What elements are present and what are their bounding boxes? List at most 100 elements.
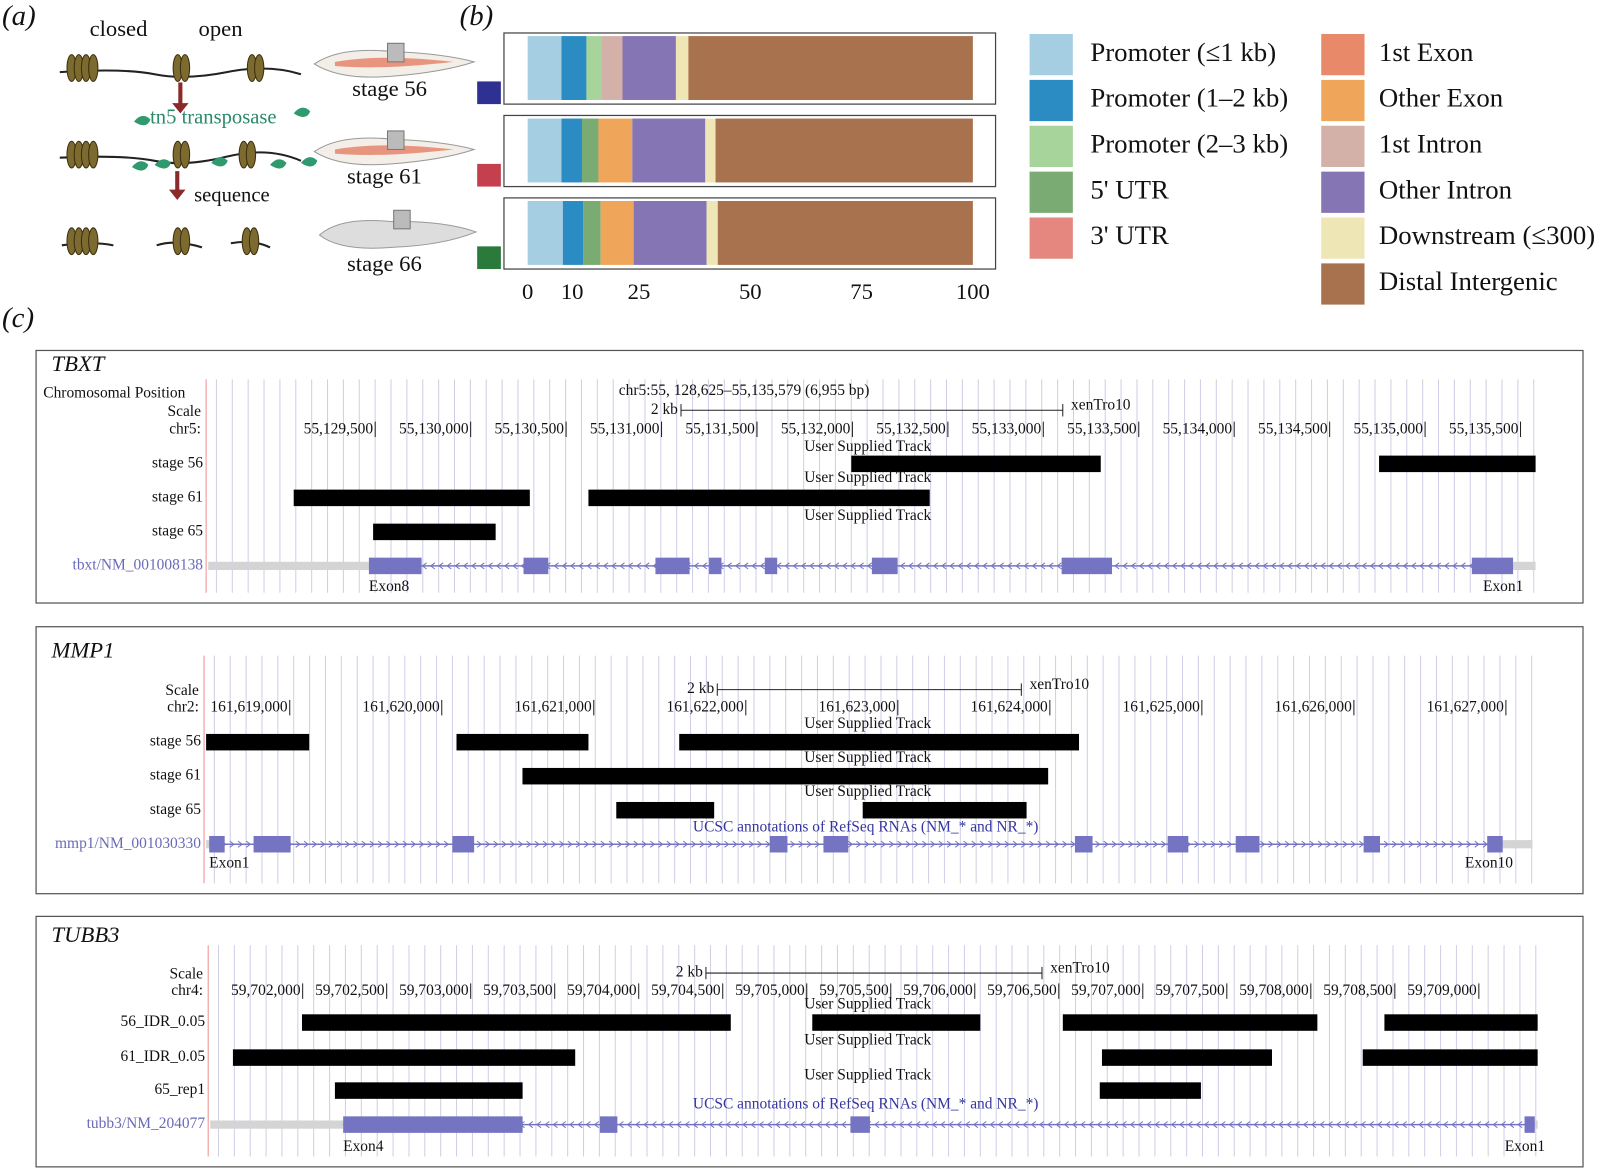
track-name: 65_rep1 [154,1081,205,1098]
bar-segment [633,201,707,265]
strand-chevron [1360,1121,1366,1129]
strand-chevron [998,562,1005,570]
strand-chevron [569,1121,575,1129]
strand-chevron [989,1121,995,1129]
strand-chevron [1179,1121,1185,1129]
strand-chevron [1352,1121,1358,1129]
strand-chevron [1039,562,1046,570]
tn5 [133,115,151,126]
track-name: stage 56 [150,733,201,750]
strand-chevron [707,840,713,848]
strand-chevron [636,562,642,570]
strand-chevron [832,1121,839,1129]
strand-chevron [1221,562,1227,570]
strand-chevron [1466,840,1472,848]
gene-track-title: UCSC annotations of RefSeq RNAs (NM_* an… [693,1096,1039,1113]
strand-chevron [1383,840,1390,848]
exon [769,835,788,853]
strand-chevron [1320,562,1326,570]
strand-chevron [1500,1121,1506,1129]
strand-chevron [245,840,252,848]
bar-segment [600,201,634,265]
strand-chevron [427,840,433,848]
tissue-box [386,130,405,150]
strand-chevron [1007,562,1013,570]
tn5 [154,159,172,169]
strand-chevron [949,562,955,570]
stage-label: stage 66 [347,251,422,276]
strand-chevron [1419,562,1425,570]
strand-chevron [725,1121,731,1129]
strand-chevron [847,840,854,848]
strand-chevron [1378,562,1384,570]
panel-frame [35,349,1584,604]
strand-chevron [386,840,392,848]
strand-chevron [1309,840,1315,848]
strand-chevron [759,562,765,570]
exon [1524,1116,1535,1133]
peak [1379,455,1536,473]
strand-chevron [1056,562,1062,570]
strand-chevron [748,840,755,848]
strand-chevron [1119,840,1126,848]
track-name: stage 65 [150,801,201,818]
bar-segment [705,118,716,183]
strand-chevron [1459,1121,1465,1129]
coord-tick-label: 161,624,000 [971,699,1049,716]
strand-chevron [485,840,491,848]
strand-chevron [1295,562,1301,570]
strand-chevron [732,840,738,848]
strand-chevron [963,840,969,848]
strand-chevron [824,1121,830,1129]
strand-chevron [1353,562,1359,570]
strand-chevron [1416,840,1423,848]
strand-chevron [625,840,631,848]
flank [1502,840,1533,849]
strand-chevron [825,562,831,570]
strand-chevron [1161,840,1167,848]
strand-chevron [1104,1121,1111,1129]
exon [709,557,722,575]
strand-chevron [443,840,450,848]
bar-segment [706,201,718,265]
strand-chevron [1070,840,1076,848]
strand-chevron [1467,1121,1473,1129]
strand-chevron [1114,562,1120,570]
strand-chevron [766,1121,773,1129]
strand-chevron [237,840,243,848]
strand-chevron [1194,840,1200,848]
strand-chevron [577,1121,583,1129]
coord-tick-label: 59,706,500 [987,982,1057,999]
strand-chevron [1312,562,1318,570]
strand-chevron [1345,562,1351,570]
strand-chevron [800,562,807,570]
strand-chevron [1269,1121,1276,1129]
strand-chevron [479,562,485,570]
strand-chevron [1237,562,1244,570]
strand-chevron [1155,562,1161,570]
bar-segment [688,36,973,100]
strand-chevron [930,840,936,848]
strand-chevron [644,562,650,570]
strand-chevron [1236,1121,1243,1129]
track-title: User Supplied Track [804,749,931,766]
strand-chevron [542,840,549,848]
strand-chevron [1303,562,1310,570]
strand-chevron [915,1121,921,1129]
strand-chevron [476,840,483,848]
strand-chevron [1015,562,1021,570]
strand-chevron [1187,1121,1193,1129]
strand-chevron [997,1121,1004,1129]
coord-tick-label: 55,133,000 [972,420,1042,437]
scale-bar-label: 2 kb [687,680,714,697]
strand-chevron [742,1121,748,1129]
strand-chevron [1227,840,1233,848]
strand-chevron [1138,562,1145,570]
strand-chevron [611,562,617,570]
stage-label: stage 56 [352,76,427,101]
coord-tick-label: 59,703,500 [483,982,553,999]
assembly: xenTro10 [1050,959,1110,976]
scale-label: Scale [165,682,199,699]
strand-chevron [487,562,493,570]
peak [1099,1082,1201,1099]
